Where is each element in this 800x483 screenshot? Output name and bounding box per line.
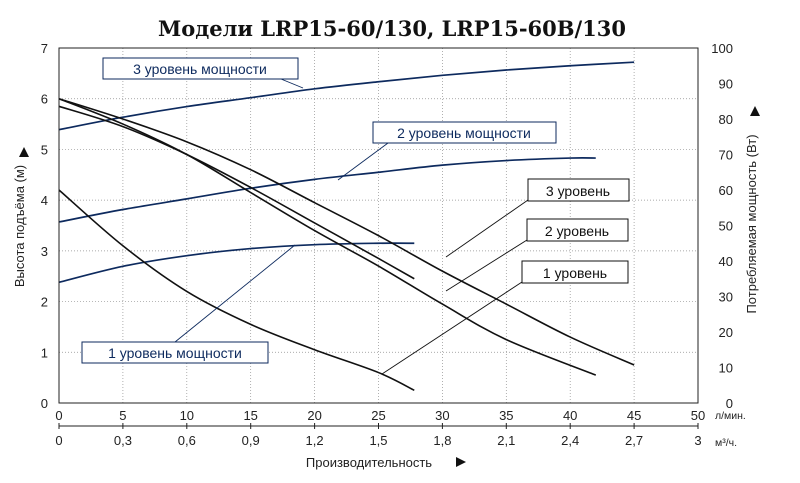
x-tick-label-bottom: 1,5 (369, 433, 387, 448)
chart-title: Модели LRP15-60/130, LRP15-60B/130 (158, 16, 626, 41)
label-power-3: 3 уровень мощности (133, 61, 267, 77)
x-unit-top: л/мин. (715, 410, 746, 422)
y-tick-label-right: 20 (719, 325, 733, 340)
x-tick-label-top: 35 (499, 408, 513, 423)
x-unit-bottom: м³/ч. (715, 437, 737, 449)
x-tick-label-bottom: 0,6 (178, 433, 196, 448)
head-curve-2 (58, 97, 597, 376)
y-tick-label-left: 6 (41, 92, 48, 107)
x-tick-label-bottom: 3 (694, 433, 701, 448)
head-curve-4 (58, 105, 415, 280)
y-tick-label-left: 2 (41, 295, 48, 310)
y-tick-label-right: 80 (719, 112, 733, 127)
plot-frame (58, 47, 699, 404)
label-power-2: 2 уровень мощности (397, 125, 531, 141)
y-axis-right-label: Потребляемая мощность (Вт) (744, 134, 759, 313)
x-tick-label-bottom: 0 (55, 433, 62, 448)
y-tick-label-left: 4 (41, 193, 48, 208)
y-tick-label-right: 70 (719, 148, 733, 163)
x-tick-label-top: 25 (371, 408, 385, 423)
curves (58, 61, 635, 392)
y-tick-label-left: 1 (41, 345, 48, 360)
y-tick-label-left: 3 (41, 244, 48, 259)
x-tick-label-top: 45 (627, 408, 641, 423)
y-tick-label-right: 60 (719, 183, 733, 198)
callout-box-power-3 (102, 57, 299, 80)
y-tick-label-right: 90 (719, 77, 733, 92)
x-axis-label: Производительность (306, 455, 432, 470)
tick-labels: 0050,3100,6150,9201,2251,5301,8352,1402,… (41, 41, 733, 448)
head-curve-3 (58, 189, 415, 392)
power-curve-1 (58, 242, 415, 284)
y-tick-label-right: 10 (719, 361, 733, 376)
y-axis-left-label: Высота подъёма (м) (12, 165, 27, 287)
y-axis-right-title: Потребляемая мощность (Вт) (744, 134, 759, 313)
power-curve-3 (58, 61, 635, 131)
callout-box-power-2 (372, 121, 557, 144)
x-tick-label-bottom: 2,1 (497, 433, 515, 448)
callout-box-head-1 (521, 260, 629, 284)
x-tick-label-bottom: 1,2 (306, 433, 324, 448)
x-axis-title: Производительность (306, 455, 466, 470)
y-axis-left-title: Высота подъёма (м) (12, 165, 27, 287)
label-head-1: 1 уровень (543, 265, 607, 281)
y-tick-label-left: 0 (41, 396, 48, 411)
callout-box-power-1 (81, 341, 269, 364)
y-tick-label-right: 30 (719, 290, 733, 305)
callout-box-head-3 (527, 178, 630, 202)
callout-leader (445, 239, 528, 292)
arrow-up-icon (19, 147, 29, 157)
power-curve-2 (58, 157, 596, 223)
arrow-up-icon (750, 106, 760, 116)
x-tick-label-top: 30 (435, 408, 449, 423)
callout-leader (337, 142, 389, 181)
callout-leader (280, 78, 304, 89)
y-tick-label-right: 50 (719, 219, 733, 234)
label-head-2: 2 уровень (545, 223, 609, 239)
x-tick-label-top: 15 (243, 408, 257, 423)
x-tick-label-bottom: 2,7 (625, 433, 643, 448)
x-tick-label-top: 20 (307, 408, 321, 423)
y-tick-label-right: 0 (726, 396, 733, 411)
label-head-3: 3 уровень (546, 183, 610, 199)
x-tick-label-bottom: 0,3 (114, 433, 132, 448)
callouts: 3 уровень мощности 2 уровень мощности 1 … (81, 57, 630, 375)
x-tick-label-top: 5 (119, 408, 126, 423)
x-tick-label-bottom: 0,9 (242, 433, 260, 448)
callout-leader (174, 244, 296, 343)
callout-box-head-2 (526, 218, 629, 242)
y-tick-label-left: 5 (41, 142, 48, 157)
label-power-1: 1 уровень мощности (108, 345, 242, 361)
x-tick-label-top: 10 (180, 408, 194, 423)
x-tick-label-top: 40 (563, 408, 577, 423)
callout-leader (445, 199, 529, 258)
x-tick-label-top: 50 (691, 408, 705, 423)
y-tick-label-right: 100 (711, 41, 733, 56)
x-tick-label-bottom: 1,8 (433, 433, 451, 448)
head-curve-1 (58, 97, 635, 366)
callout-leader (381, 281, 523, 375)
x-tick-label-bottom: 2,4 (561, 433, 579, 448)
arrow-right-icon (456, 457, 466, 467)
x-tick-label-top: 0 (55, 408, 62, 423)
y-tick-label-left: 7 (41, 41, 48, 56)
y-tick-label-right: 40 (719, 254, 733, 269)
